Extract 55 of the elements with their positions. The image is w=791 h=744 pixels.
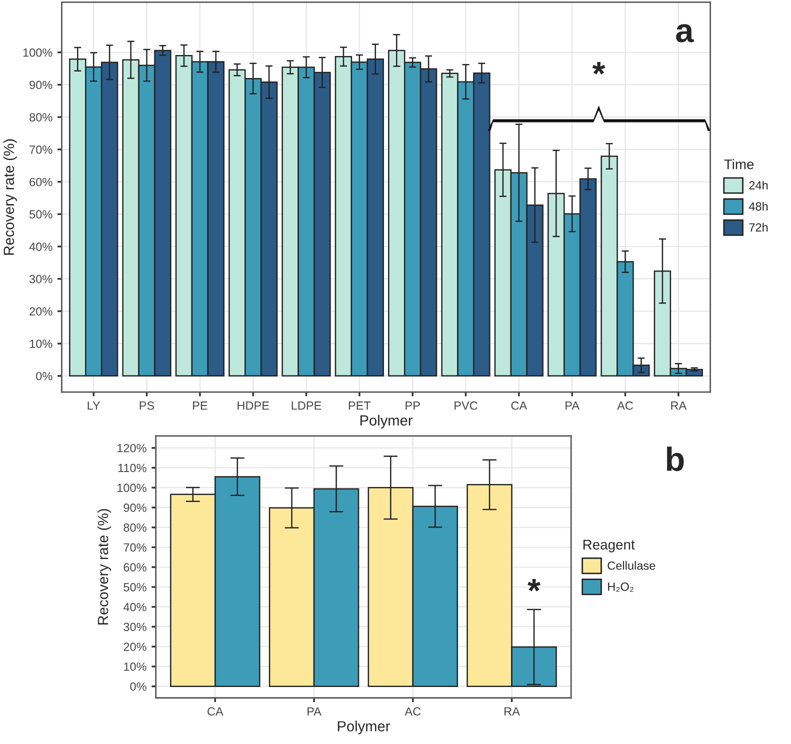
y-tick-label: 0% <box>130 682 146 691</box>
x-tick-label: PE <box>193 402 208 410</box>
y-tick-label: 120% <box>118 444 146 452</box>
y-tick-label: 30% <box>29 274 52 284</box>
legend-label: Cellulase <box>608 561 656 570</box>
y-tick-label: 10% <box>30 340 52 348</box>
y-tick-label: 40% <box>123 602 146 612</box>
y-tick-label: 90% <box>124 504 146 512</box>
y-tick-label: 60% <box>30 178 52 186</box>
x-tick-label: RA <box>671 402 687 410</box>
x-tick-label: AC <box>617 401 634 410</box>
annotation: a <box>676 24 694 42</box>
y-tick-label: 90% <box>30 80 52 90</box>
x-tick-label: AC <box>404 707 421 716</box>
y-tick-label: 50% <box>124 583 146 592</box>
x-tick-label: PA <box>308 707 322 716</box>
x-tick-label: PVC <box>454 401 478 410</box>
y-tick-label: 110% <box>118 464 146 472</box>
x-tick-label: HDPE <box>238 402 269 410</box>
y-tick-label: 80% <box>30 113 52 122</box>
x-tick-label: CA <box>511 401 528 410</box>
legend-label: 48h <box>748 202 768 211</box>
y-tick-label: 100% <box>118 484 146 492</box>
text: b <box>666 446 684 472</box>
y-axis-title: Recovery rate (%) <box>3 139 17 255</box>
legend-title: Time <box>724 159 754 170</box>
y-tick-label: 70% <box>30 145 52 154</box>
x-tick-label: LDPE <box>292 402 322 410</box>
y-tick-label: 70% <box>124 543 146 552</box>
x-tick-label: RA <box>504 707 520 716</box>
y-tick-label: 0% <box>36 372 52 380</box>
x-axis-title: Polymer <box>338 720 390 734</box>
y-tick-label: 80% <box>124 523 146 532</box>
x-tick-label: PP <box>406 402 420 410</box>
legend-label: 24h <box>749 180 768 190</box>
x-tick-label: PS <box>140 401 154 410</box>
y-tick-label: 20% <box>30 307 52 316</box>
y-tick-label: 50% <box>30 210 52 219</box>
y-tick-label: 100% <box>23 48 52 57</box>
y-tick-label: 60% <box>124 563 146 572</box>
x-axis-title: Polymer <box>360 414 413 428</box>
y-tick-label: 40% <box>29 242 52 251</box>
annotation: * <box>528 579 540 592</box>
y-tick-label: 20% <box>124 642 146 651</box>
legend-label: 72h <box>749 222 768 232</box>
y-tick-label: 10% <box>124 662 146 671</box>
x-tick-label: PET <box>348 402 371 410</box>
y-axis-title: Recovery rate (%) <box>97 509 112 624</box>
x-tick-label: CA <box>208 707 224 716</box>
y-tick-label: 30% <box>124 622 146 632</box>
legend-label: H₂O₂ <box>608 582 634 592</box>
x-tick-label: LY <box>88 402 100 410</box>
annotation: * <box>592 62 606 74</box>
legend-title: Reagent <box>583 540 635 552</box>
x-tick-label: PA <box>566 402 580 410</box>
